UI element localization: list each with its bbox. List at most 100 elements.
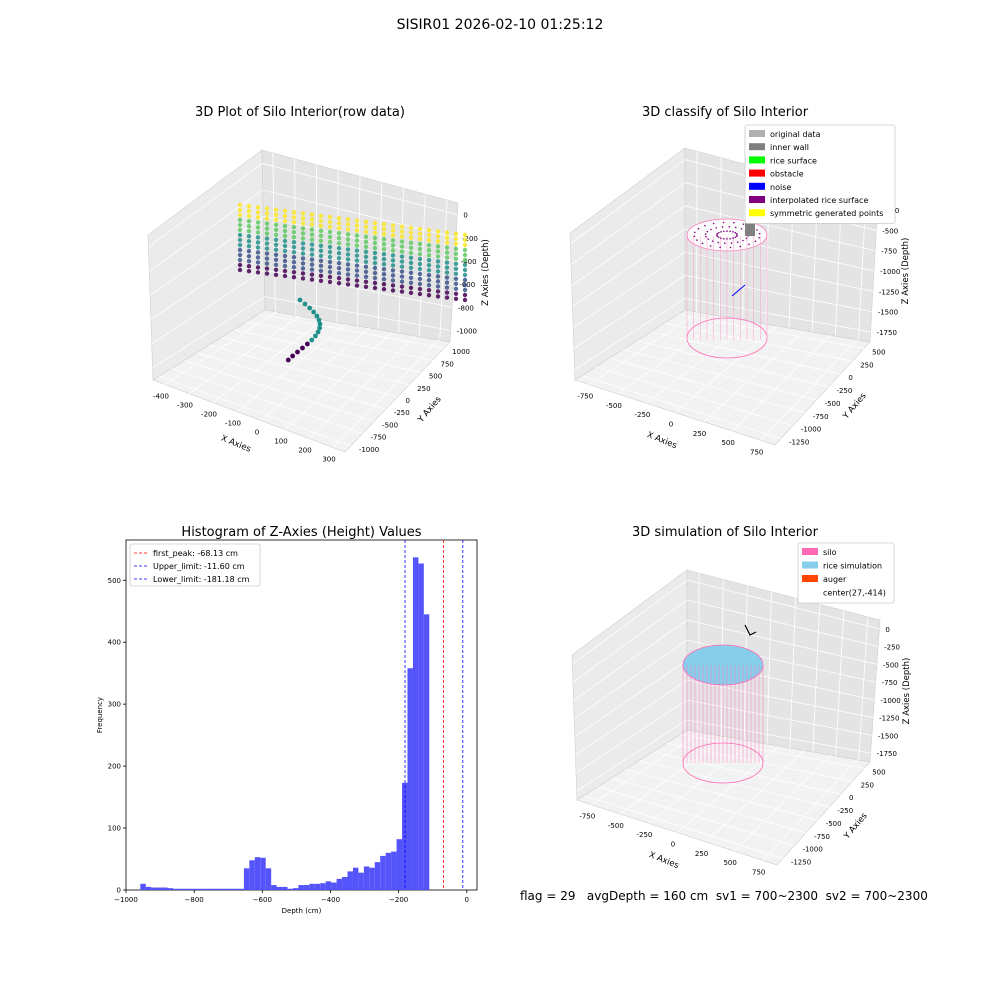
scatter-point <box>345 282 351 287</box>
x-tick-label: −600 <box>253 896 272 904</box>
scatter-point <box>444 260 450 265</box>
scatter-point <box>318 228 324 233</box>
scatter-point <box>246 214 252 219</box>
histogram-bar <box>140 883 146 890</box>
scatter-point <box>255 240 261 245</box>
y-wall-gridline <box>812 604 821 753</box>
scatter-point <box>408 240 414 245</box>
histogram-bar <box>282 886 288 890</box>
scatter-point <box>327 259 333 265</box>
scatter-point <box>390 258 396 263</box>
scatter-point <box>314 313 320 319</box>
scatter-point <box>363 279 369 284</box>
scatter-point <box>291 230 297 235</box>
scatter-point <box>363 234 369 239</box>
interpolated-point <box>726 230 728 232</box>
chart-title: Histogram of Z-Axies (Height) Values <box>181 525 421 540</box>
scatter-point <box>453 246 459 251</box>
y-tick-label: 400 <box>108 639 121 647</box>
scatter-point <box>237 267 243 273</box>
scatter-point <box>336 241 342 246</box>
scatter-point <box>345 232 351 237</box>
scatter-point <box>363 229 369 234</box>
scatter-point <box>309 237 315 242</box>
scatter-point <box>345 252 351 257</box>
scatter-point <box>408 225 414 230</box>
histogram-bar <box>369 867 375 890</box>
interpolated-point <box>758 232 761 235</box>
scatter-point <box>372 270 378 276</box>
scatter-point <box>255 255 261 260</box>
scatter-point <box>273 227 279 232</box>
scatter-point <box>444 230 450 235</box>
panel-histogram: Histogram of Z-Axies (Height) Values −100… <box>96 525 478 915</box>
scatter-point <box>318 218 324 223</box>
scatter-point <box>246 269 252 274</box>
x-tick-label: -200 <box>201 411 217 419</box>
interpolated-point <box>697 227 700 230</box>
scatter-point <box>282 228 288 234</box>
x-tick-label: -300 <box>177 402 193 410</box>
z-tick-label: -250 <box>884 644 900 652</box>
interpolated-point <box>715 227 718 229</box>
scatter-point <box>381 227 387 232</box>
interpolated-point <box>722 221 725 224</box>
scatter-point <box>408 245 414 250</box>
scatter-point <box>372 250 378 256</box>
histogram-bar <box>358 872 364 890</box>
scatter-point <box>273 257 279 262</box>
scatter-point <box>363 239 369 244</box>
y-gridline <box>246 321 433 361</box>
y-gridline <box>208 344 398 398</box>
scatter-point <box>363 254 369 259</box>
x-gridline <box>705 750 805 843</box>
histogram-bar <box>342 876 348 890</box>
scatter-point <box>300 226 306 231</box>
scatter-point <box>336 216 342 221</box>
z-tick-label: -500 <box>883 661 899 669</box>
z-gridline <box>572 599 879 683</box>
interpolated-point <box>719 246 721 249</box>
scatter-point <box>462 257 468 263</box>
noise-mark <box>731 284 746 297</box>
interpolated-point <box>701 242 704 245</box>
scatter-point <box>399 284 405 289</box>
y-tick-label: -250 <box>394 409 410 417</box>
histogram-bar <box>178 888 184 890</box>
x-tick-label: −200 <box>389 896 408 904</box>
interpolated-point <box>742 239 744 242</box>
hist-legend-frame <box>129 543 261 587</box>
sim-legend-frame <box>797 542 895 604</box>
scatter-point <box>318 248 324 253</box>
scatter-point <box>307 305 313 311</box>
scatter-point <box>453 266 459 271</box>
scatter-point <box>336 281 342 286</box>
sim-legend-label: center(27,-414) <box>823 589 886 598</box>
scatter-point <box>381 267 387 272</box>
scatter-point <box>246 249 252 254</box>
scatter-point <box>354 228 360 233</box>
scatter-point <box>363 264 369 269</box>
scatter-point <box>354 238 360 243</box>
scatter-point <box>264 241 270 246</box>
interpolated-point <box>729 246 732 249</box>
x-gridline <box>733 754 832 852</box>
scatter-point <box>354 278 360 283</box>
scatter-point <box>255 220 261 225</box>
scatter-point <box>291 265 297 270</box>
x-gridline <box>760 339 858 441</box>
scatter-point <box>309 242 315 247</box>
z-tick-label: -1500 <box>878 732 898 740</box>
scatter-point <box>435 269 441 274</box>
scatter-point <box>255 205 261 210</box>
interpolated-point <box>728 226 731 228</box>
scatter-point <box>313 333 318 339</box>
classify-legend-swatch <box>749 130 765 137</box>
scatter-point <box>453 281 459 286</box>
scatter-point <box>255 230 261 235</box>
scatter-point <box>408 250 414 255</box>
scatter-point <box>336 231 342 236</box>
histogram-bar <box>396 839 403 890</box>
interpolated-point <box>707 238 710 240</box>
scatter-point <box>408 235 414 240</box>
